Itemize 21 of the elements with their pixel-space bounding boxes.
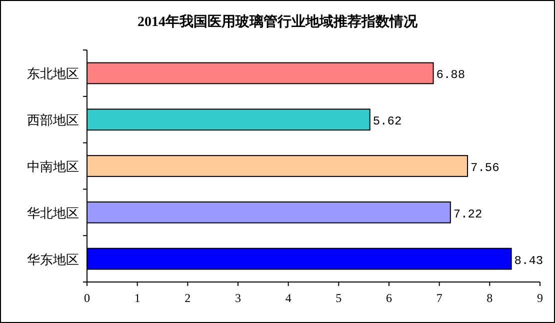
x-tick-label: 4 (285, 291, 292, 305)
data-label: 7.22 (453, 207, 482, 222)
x-tick-label: 9 (537, 291, 543, 305)
data-label: 5.62 (372, 114, 402, 129)
x-tick-label: 8 (486, 291, 493, 305)
y-tick-label: 中南地区 (27, 159, 79, 174)
x-tick-label: 6 (386, 291, 392, 305)
x-tick-label: 0 (84, 291, 90, 305)
x-tick-label: 5 (336, 291, 342, 305)
data-label: 7.56 (470, 161, 500, 175)
data-label: 8.43 (514, 254, 544, 268)
data-label: 6.88 (436, 68, 466, 82)
y-tick-label: 华北地区 (27, 205, 79, 220)
y-tick-label: 东北地区 (27, 66, 79, 82)
x-tick-label: 3 (235, 291, 241, 305)
chart-title: 2014年我国医用玻璃管行业地域推荐指数情况 (138, 13, 418, 30)
x-tick-label: 7 (436, 291, 442, 305)
x-tick-label: 1 (134, 291, 140, 305)
y-tick-label: 西部地区 (27, 112, 79, 128)
y-tick-label: 华东地区 (27, 252, 79, 267)
x-tick-label: 2 (184, 291, 191, 305)
